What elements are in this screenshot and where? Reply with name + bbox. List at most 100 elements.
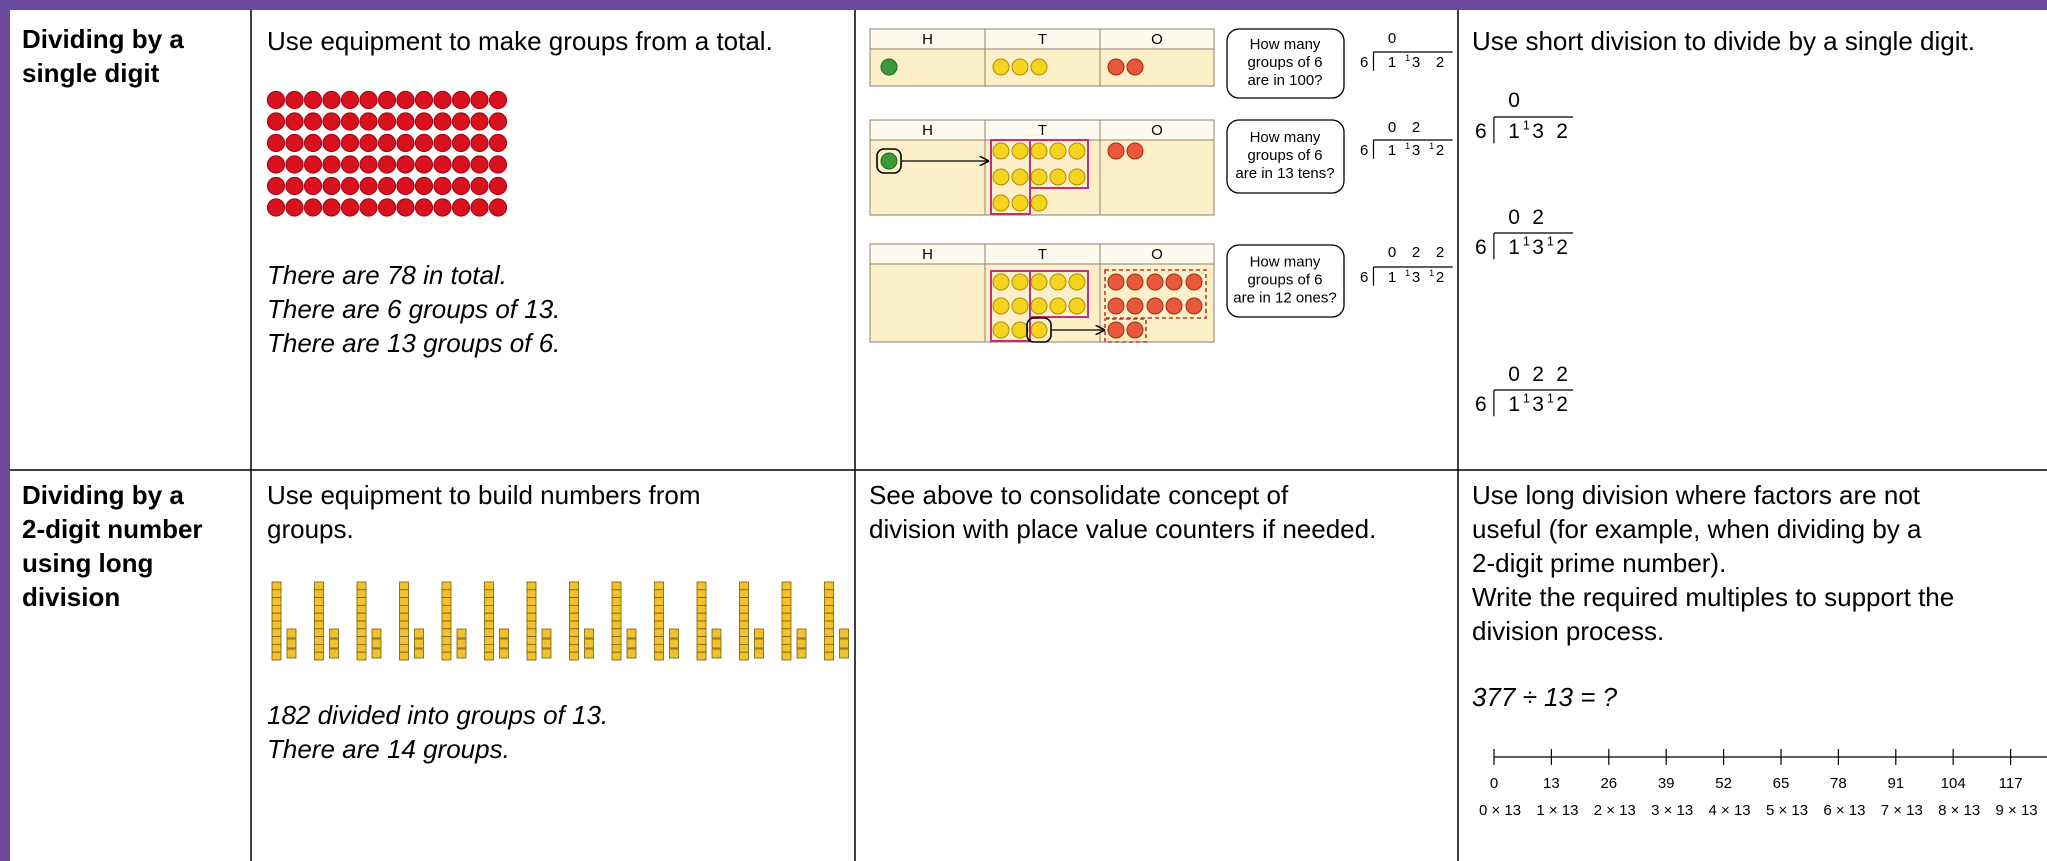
- number-line-value: 26: [1600, 775, 1617, 792]
- counter: [992, 58, 1010, 76]
- ten-rod-cube: [611, 620, 622, 630]
- ten-rod-cube: [356, 651, 367, 661]
- one-cube: [839, 628, 849, 639]
- ten-rod-cube: [569, 636, 579, 645]
- divisor: 6: [1475, 393, 1487, 416]
- group-box: [1104, 269, 1207, 319]
- ten-rod-cube: [399, 644, 409, 653]
- one-cube: [541, 648, 552, 659]
- ten-rod-cube: [739, 589, 749, 598]
- column-header: O: [1151, 31, 1163, 48]
- counter: [303, 176, 323, 196]
- ten-rod-cube: [611, 605, 622, 614]
- one-cube: [669, 628, 679, 639]
- one-cube: [711, 628, 722, 639]
- ten-rod-cube: [441, 636, 452, 645]
- column-header: T: [1038, 246, 1047, 263]
- ten-rod-cube: [654, 620, 664, 630]
- counter: [303, 112, 323, 131]
- counter: [433, 155, 452, 174]
- one-cube: [626, 638, 637, 649]
- ten-rod-cube: [484, 620, 494, 630]
- counter: [303, 90, 323, 110]
- counter: [1049, 273, 1067, 291]
- cell-text: Use short division to divide by a single…: [1472, 26, 1975, 56]
- one-cube: [669, 648, 679, 659]
- one-cube: [286, 628, 297, 639]
- one-cube: [456, 628, 467, 639]
- digit: 3: [1412, 54, 1420, 71]
- ten-rod-cube: [781, 612, 792, 622]
- counter: [377, 176, 397, 196]
- ten-rod-cube: [781, 589, 792, 598]
- ten-rod-cube: [441, 581, 452, 591]
- question-text: are in 100?: [1247, 72, 1322, 89]
- number-line-value: 117: [1999, 775, 2023, 792]
- ten-rod-cube: [526, 636, 537, 645]
- equation: 377 ÷ 13 = ?: [1472, 682, 1618, 712]
- counter: [1030, 194, 1048, 212]
- cell-text: groups.: [267, 514, 354, 544]
- one-cube: [329, 648, 339, 659]
- counter: [377, 198, 397, 217]
- carry: 1: [1523, 392, 1530, 406]
- counter: [470, 198, 489, 217]
- ten-rod-cube: [739, 628, 749, 637]
- counter: [451, 198, 471, 217]
- counter: [1049, 168, 1067, 186]
- counter: [1030, 58, 1048, 76]
- counter: [359, 155, 378, 174]
- ten-rod-cube: [399, 620, 409, 630]
- counter: [1030, 321, 1048, 339]
- counter: [266, 198, 286, 217]
- quotient-digit: 2: [1532, 363, 1544, 386]
- counter: [414, 112, 434, 131]
- counter: [1126, 273, 1144, 291]
- counter: [340, 198, 360, 217]
- ten-rod-cube: [654, 581, 664, 591]
- one-cube: [711, 648, 722, 659]
- counter: [359, 112, 378, 131]
- counter: [322, 112, 341, 131]
- number-line-label: 5 × 13: [1766, 802, 1808, 819]
- counter: [396, 133, 415, 153]
- ten-rod-cube: [314, 620, 324, 630]
- ten-rod-cube: [824, 620, 834, 630]
- column-header: H: [922, 122, 933, 139]
- counter: [414, 90, 434, 110]
- one-cube: [584, 638, 594, 649]
- question-text: groups of 6: [1247, 147, 1322, 164]
- counter: [266, 155, 286, 174]
- one-cube: [499, 628, 509, 639]
- cell-text: Use equipment to build numbers from: [267, 480, 701, 510]
- note: 182 divided into groups of 13.: [267, 700, 608, 730]
- counter: [340, 112, 360, 131]
- ten-rod-cube: [654, 589, 664, 598]
- counter: [359, 90, 378, 110]
- ten-rod-cube: [484, 605, 494, 614]
- counter: [1011, 58, 1029, 76]
- counter: [1068, 273, 1086, 291]
- counter: [303, 133, 323, 153]
- ten-rod-cube: [356, 597, 367, 606]
- digit: 1: [1388, 142, 1396, 159]
- ten-rod-cube: [824, 597, 834, 606]
- counter: [1030, 142, 1048, 160]
- ten-rod-cube: [399, 612, 409, 622]
- counter: [396, 112, 415, 131]
- ten-rod-cube: [271, 581, 282, 591]
- quotient-digit: 0: [1508, 363, 1520, 386]
- ten-rod-cube: [611, 589, 622, 598]
- counter: [340, 133, 360, 153]
- counter: [488, 198, 508, 217]
- cell-text: useful (for example, when dividing by a: [1472, 514, 1922, 544]
- counter: [992, 142, 1010, 160]
- left-border: [0, 0, 10, 861]
- ten-rod-cube: [654, 605, 664, 614]
- ten-rod-cube: [611, 651, 622, 661]
- counter: [359, 198, 378, 217]
- counter: [470, 176, 489, 196]
- one-cube: [839, 638, 849, 649]
- ten-rod-cube: [654, 612, 664, 622]
